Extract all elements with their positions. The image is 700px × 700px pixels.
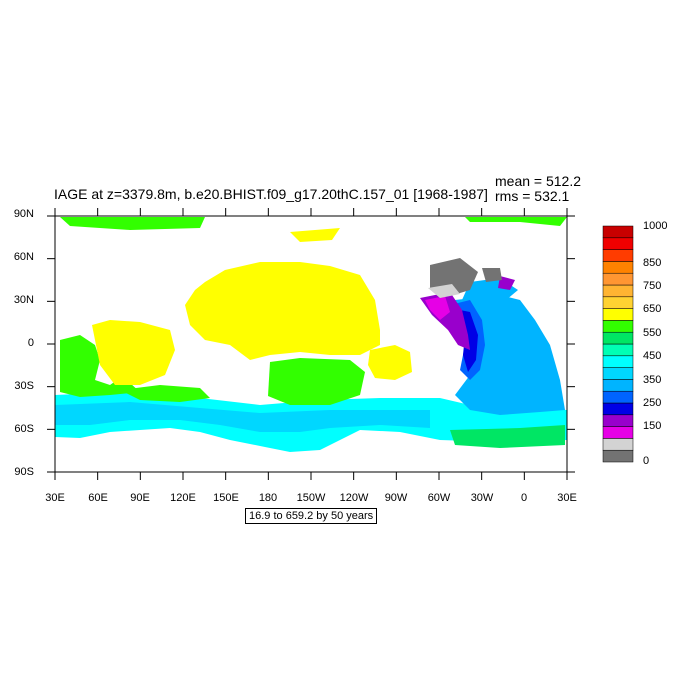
lon-label-150w: 150W	[296, 492, 326, 504]
indian-ocean-south-field	[120, 385, 210, 402]
lon-label-60e: 60E	[88, 492, 108, 504]
contour-info-box: 16.9 to 659.2 by 50 years	[245, 508, 378, 524]
colorbar-label-450: 450	[643, 350, 662, 362]
colorbar-swatch	[602, 402, 634, 416]
south-atlantic-green-field	[450, 425, 565, 448]
axis-ticks	[47, 208, 575, 480]
colorbar-swatch	[602, 367, 634, 380]
lat-label-90s: 90S	[14, 466, 34, 478]
lon-label-180: 180	[258, 492, 278, 504]
lon-label-120e: 120E	[170, 492, 196, 504]
lon-label-90e: 90E	[130, 492, 150, 504]
arctic-green-field	[60, 217, 205, 230]
colorbar-swatch	[602, 261, 634, 274]
colorbar-swatch	[602, 249, 634, 262]
colorbar-label-150: 150	[643, 420, 662, 432]
colorbar-label-250: 250	[643, 397, 662, 409]
nordic-seas-field	[498, 276, 515, 290]
colorbar-swatch	[602, 355, 634, 368]
colorbar-label-850: 850	[643, 257, 662, 269]
colorbar-swatch	[602, 331, 634, 345]
lon-label-90w: 90W	[384, 492, 408, 504]
lon-label-30w: 30W	[470, 492, 494, 504]
southern-ocean-mid-field	[55, 402, 430, 432]
lat-label-60n: 60N	[13, 251, 34, 263]
lat-label-90n: 90N	[13, 208, 34, 220]
colorbar-swatch	[602, 225, 634, 239]
colorbar	[602, 225, 634, 463]
rms-value: rms = 532.1	[495, 188, 570, 204]
bering-yellow-field	[290, 228, 340, 242]
lat-label-30n: 30N	[13, 294, 34, 306]
lon-label-60w: 60W	[427, 492, 451, 504]
colorbar-swatch	[602, 449, 634, 463]
colorbar-swatch	[602, 320, 634, 333]
colorbar-swatch	[602, 414, 634, 427]
colorbar-swatch	[602, 426, 634, 439]
lat-label-60s: 60S	[14, 423, 34, 435]
colorbar-swatch	[602, 379, 634, 392]
arctic-green-east-field	[465, 217, 567, 226]
colorbar-swatch	[602, 343, 634, 357]
field-shading	[55, 217, 567, 452]
lon-label-0: 0	[520, 492, 528, 504]
lon-label-30e-east: 30E	[557, 492, 577, 504]
plot-frame	[54, 215, 568, 473]
greenland-gray-field	[482, 268, 502, 282]
colorbar-label-550: 550	[643, 327, 662, 339]
lat-label-30s: 30S	[14, 380, 34, 392]
colorbar-swatch	[602, 438, 634, 451]
colorbar-label-1000: 1000	[643, 220, 668, 232]
lat-label-eq: 0	[27, 337, 34, 349]
map-title: IAGE at z=3379.8m, b.e20.BHIST.f09_g17.2…	[54, 186, 488, 202]
lon-label-150e: 150E	[213, 492, 239, 504]
colorbar-swatch	[602, 390, 634, 404]
colorbar-label-350: 350	[643, 374, 662, 386]
mean-value: mean = 512.2	[495, 173, 582, 189]
colorbar-swatch	[602, 308, 634, 321]
indian-deep-field	[92, 320, 175, 385]
lon-label-120w: 120W	[339, 492, 369, 504]
colorbar-label-750: 750	[643, 280, 662, 292]
colorbar-label-0: 0	[643, 455, 650, 467]
colorbar-swatch	[602, 296, 634, 309]
pacific-south-green-field	[268, 358, 365, 405]
arctic-light-field	[428, 284, 460, 298]
colorbar-swatch	[602, 272, 634, 286]
colorbar-swatch	[602, 284, 634, 298]
colorbar-swatch	[602, 237, 634, 250]
north-pacific-field	[185, 262, 380, 360]
colorbar-label-650: 650	[643, 303, 662, 315]
lon-label-30e: 30E	[45, 492, 65, 504]
south-pacific-east-field	[368, 345, 412, 380]
nadw-youngest-field	[425, 296, 450, 320]
